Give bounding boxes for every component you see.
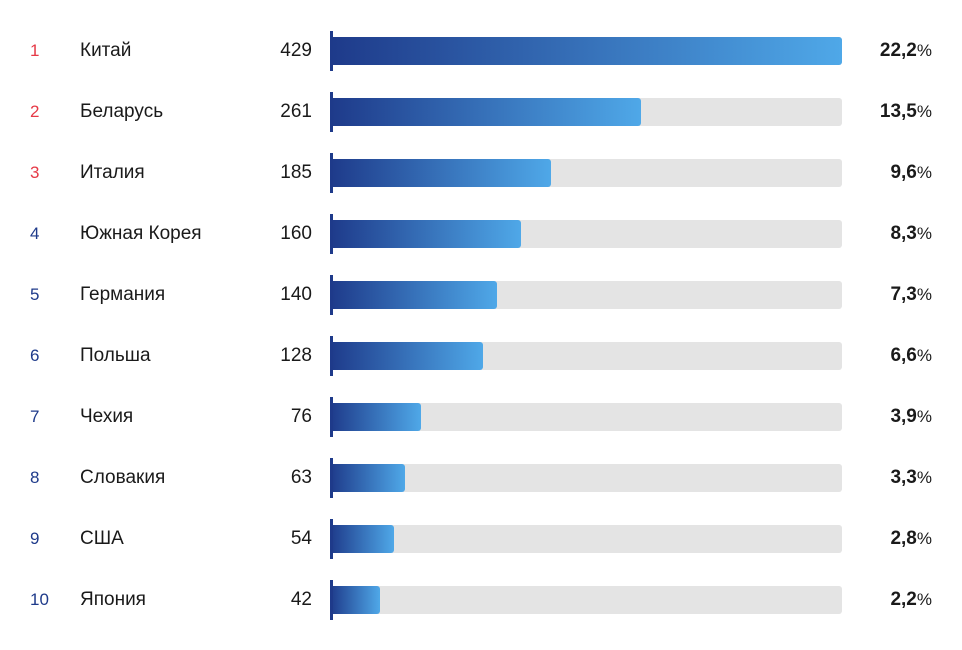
- percent-label: 22,2%: [842, 40, 932, 62]
- bar-track: [330, 525, 842, 553]
- value-label: 128: [260, 345, 330, 367]
- bar-fill: [330, 98, 641, 126]
- percent-label: 7,3%: [842, 284, 932, 306]
- chart-row: 4Южная Корея160 8,3%: [30, 203, 932, 264]
- rank-number: 4: [30, 224, 60, 244]
- country-label: Япония: [60, 589, 260, 611]
- bar-fill: [330, 159, 551, 187]
- country-label: Южная Корея: [60, 223, 260, 245]
- country-label: Чехия: [60, 406, 260, 428]
- percent-label: 3,9%: [842, 406, 932, 428]
- percent-sign: %: [917, 468, 932, 487]
- percent-label: 2,8%: [842, 528, 932, 550]
- bar-fill: [330, 586, 380, 614]
- bar-fill: [330, 464, 405, 492]
- percent-sign: %: [917, 163, 932, 182]
- percent-value: 9,6: [890, 162, 916, 183]
- country-label: США: [60, 528, 260, 550]
- percent-label: 8,3%: [842, 223, 932, 245]
- value-label: 185: [260, 162, 330, 184]
- value-label: 63: [260, 467, 330, 489]
- bar-track: [330, 159, 842, 187]
- value-label: 160: [260, 223, 330, 245]
- rank-number: 6: [30, 346, 60, 366]
- percent-value: 22,2: [880, 40, 917, 61]
- bar-track: [330, 98, 842, 126]
- bar-track: [330, 586, 842, 614]
- percent-value: 3,9: [890, 406, 916, 427]
- bar-fill: [330, 403, 421, 431]
- rank-number: 1: [30, 41, 60, 61]
- rank-number: 7: [30, 407, 60, 427]
- rank-number: 2: [30, 102, 60, 122]
- bar-fill: [330, 342, 483, 370]
- chart-row: 9США54 2,8%: [30, 508, 932, 569]
- bar-track: [330, 220, 842, 248]
- percent-value: 2,2: [890, 589, 916, 610]
- rank-number: 5: [30, 285, 60, 305]
- country-label: Беларусь: [60, 101, 260, 123]
- rank-number: 10: [30, 590, 60, 610]
- percent-sign: %: [917, 285, 932, 304]
- percent-value: 6,6: [890, 345, 916, 366]
- bar-track: [330, 281, 842, 309]
- bar-fill: [330, 281, 497, 309]
- bar-track: [330, 37, 842, 65]
- ranking-bar-chart: 1Китай42922,2%2Беларусь26113,5%3Италия18…: [30, 20, 932, 630]
- rank-number: 8: [30, 468, 60, 488]
- percent-value: 8,3: [890, 223, 916, 244]
- value-label: 261: [260, 101, 330, 123]
- bar-track: [330, 403, 842, 431]
- chart-row: 5Германия140 7,3%: [30, 264, 932, 325]
- percent-sign: %: [917, 346, 932, 365]
- percent-sign: %: [917, 529, 932, 548]
- percent-label: 3,3%: [842, 467, 932, 489]
- chart-row: 2Беларусь261 13,5%: [30, 81, 932, 142]
- chart-row: 6Польша128 6,6%: [30, 325, 932, 386]
- country-label: Китай: [60, 40, 260, 62]
- bar-track: [330, 342, 842, 370]
- percent-label: 6,6%: [842, 345, 932, 367]
- percent-sign: %: [917, 224, 932, 243]
- bar-fill: [330, 525, 394, 553]
- percent-sign: %: [917, 407, 932, 426]
- country-label: Словакия: [60, 467, 260, 489]
- rank-number: 3: [30, 163, 60, 183]
- bar-fill: [330, 220, 521, 248]
- country-label: Италия: [60, 162, 260, 184]
- value-label: 140: [260, 284, 330, 306]
- percent-value: 13,5: [880, 101, 917, 122]
- chart-row: 1Китай429 22,2%: [30, 20, 932, 81]
- chart-row: 10Япония42 2,2%: [30, 569, 932, 630]
- value-label: 76: [260, 406, 330, 428]
- country-label: Германия: [60, 284, 260, 306]
- country-label: Польша: [60, 345, 260, 367]
- percent-label: 9,6%: [842, 162, 932, 184]
- bar-fill: [330, 37, 842, 65]
- percent-value: 2,8: [890, 528, 916, 549]
- percent-sign: %: [917, 590, 932, 609]
- chart-row: 7Чехия76 3,9%: [30, 386, 932, 447]
- percent-value: 7,3: [890, 284, 916, 305]
- percent-label: 2,2%: [842, 589, 932, 611]
- percent-sign: %: [917, 102, 932, 121]
- bar-track: [330, 464, 842, 492]
- rank-number: 9: [30, 529, 60, 549]
- value-label: 429: [260, 40, 330, 62]
- percent-value: 3,3: [890, 467, 916, 488]
- chart-row: 3Италия185 9,6%: [30, 142, 932, 203]
- percent-sign: %: [917, 41, 932, 60]
- percent-label: 13,5%: [842, 101, 932, 123]
- value-label: 42: [260, 589, 330, 611]
- value-label: 54: [260, 528, 330, 550]
- chart-row: 8Словакия63 3,3%: [30, 447, 932, 508]
